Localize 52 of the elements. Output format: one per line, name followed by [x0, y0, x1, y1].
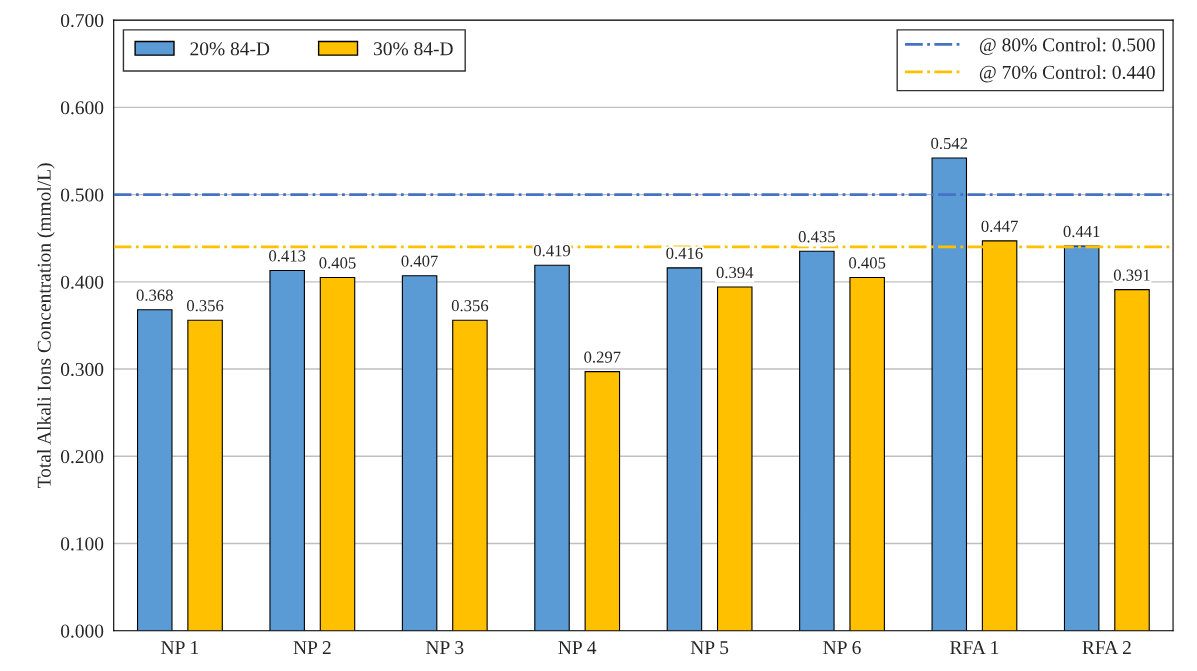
data-label: 0.391	[1113, 269, 1150, 281]
bar	[187, 319, 223, 631]
bar	[401, 275, 438, 631]
legend-label: @ 70% Control: 0.440	[979, 65, 1155, 83]
bar	[136, 309, 173, 631]
y-tick-label: 0.000	[60, 624, 104, 638]
x-tick-label: NP 2	[293, 641, 331, 654]
data-label: 0.368	[136, 289, 173, 301]
bar	[584, 371, 621, 631]
x-tick-label: RFA 2	[1082, 641, 1131, 654]
bar	[1063, 245, 1100, 631]
data-label: 0.413	[269, 250, 306, 262]
bar	[269, 269, 305, 631]
y-tick-label: 0.200	[60, 450, 104, 464]
bar	[716, 286, 753, 631]
y-axis-title: Total Alkali Ions Concentration (mmol/L)	[37, 163, 55, 489]
y-tick-label: 0.100	[60, 537, 104, 551]
bar	[1114, 289, 1150, 631]
data-label: 0.356	[451, 300, 489, 312]
bar	[931, 157, 968, 631]
x-tick-label: RFA 1	[950, 641, 999, 654]
legend-label: 30% 84-D	[374, 42, 453, 56]
y-tick-label: 0.700	[60, 13, 104, 28]
x-tick-label: NP 3	[425, 641, 464, 655]
x-tick-label: NP 1	[161, 641, 199, 654]
data-label: 0.542	[931, 137, 968, 150]
y-tick-label: 0.600	[60, 101, 104, 115]
data-label: 0.405	[849, 257, 886, 269]
data-label: 0.416	[666, 247, 703, 259]
bar	[319, 276, 356, 631]
legend-label: @ 80% Control: 0.500	[979, 37, 1155, 55]
data-label: 0.356	[186, 300, 224, 312]
data-label: 0.405	[319, 257, 356, 269]
y-tick-label: 0.400	[60, 275, 104, 289]
data-label: 0.419	[533, 245, 571, 257]
legend-label: 20% 84-D	[190, 42, 270, 56]
data-label: 0.394	[716, 266, 754, 279]
x-tick-label: NP 6	[823, 641, 861, 655]
bar	[666, 267, 703, 631]
y-tick-label: 0.300	[60, 362, 104, 377]
bar	[452, 319, 488, 631]
data-label: 0.435	[798, 231, 835, 243]
data-label: 0.297	[584, 351, 621, 363]
y-tick-label: 0.500	[60, 188, 104, 202]
bar	[534, 264, 570, 631]
bar	[799, 250, 835, 631]
bar	[849, 276, 885, 631]
x-tick-label: NP 4	[558, 641, 597, 654]
data-label: 0.441	[1063, 225, 1100, 238]
data-label: 0.447	[981, 220, 1018, 232]
data-label: 0.407	[401, 255, 438, 267]
x-tick-label: NP 5	[690, 641, 729, 655]
